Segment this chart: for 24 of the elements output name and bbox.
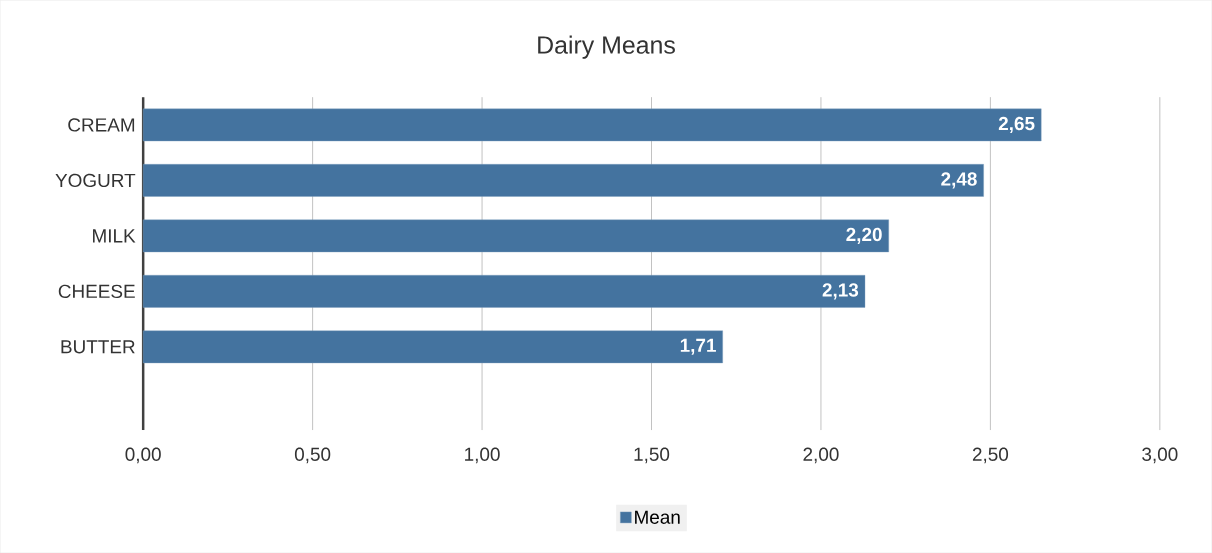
data-label: 2,13 — [822, 283, 859, 300]
bar — [142, 330, 723, 364]
x-tick-label: 1,00 — [465, 447, 500, 464]
y-tick-label: CREAM — [68, 118, 135, 132]
x-tick-label: 2,00 — [803, 447, 839, 464]
data-label: 2,48 — [941, 172, 977, 189]
data-label: 2,20 — [846, 227, 882, 244]
x-tick-label: 3,00 — [1142, 447, 1178, 464]
bar — [142, 219, 889, 253]
y-tick-label: CHEESE — [58, 284, 135, 298]
legend-label: Mean — [635, 510, 680, 524]
y-tick-label: MILK — [93, 229, 136, 243]
bar — [142, 108, 1042, 142]
y-tick-label: BUTTER — [61, 340, 135, 354]
y-tick-label: YOGURT — [55, 173, 136, 187]
bar — [142, 164, 984, 197]
x-tick-label: 2,50 — [972, 447, 1009, 464]
data-label: 2,65 — [998, 116, 1035, 133]
x-tick-label: 1,50 — [634, 447, 670, 464]
data-label: 1,71 — [680, 338, 716, 355]
bar — [142, 274, 866, 308]
chart-title: Dairy Means — [538, 35, 675, 59]
x-tick-label: 0,50 — [294, 447, 331, 464]
x-tick-label: 0,00 — [125, 447, 161, 464]
